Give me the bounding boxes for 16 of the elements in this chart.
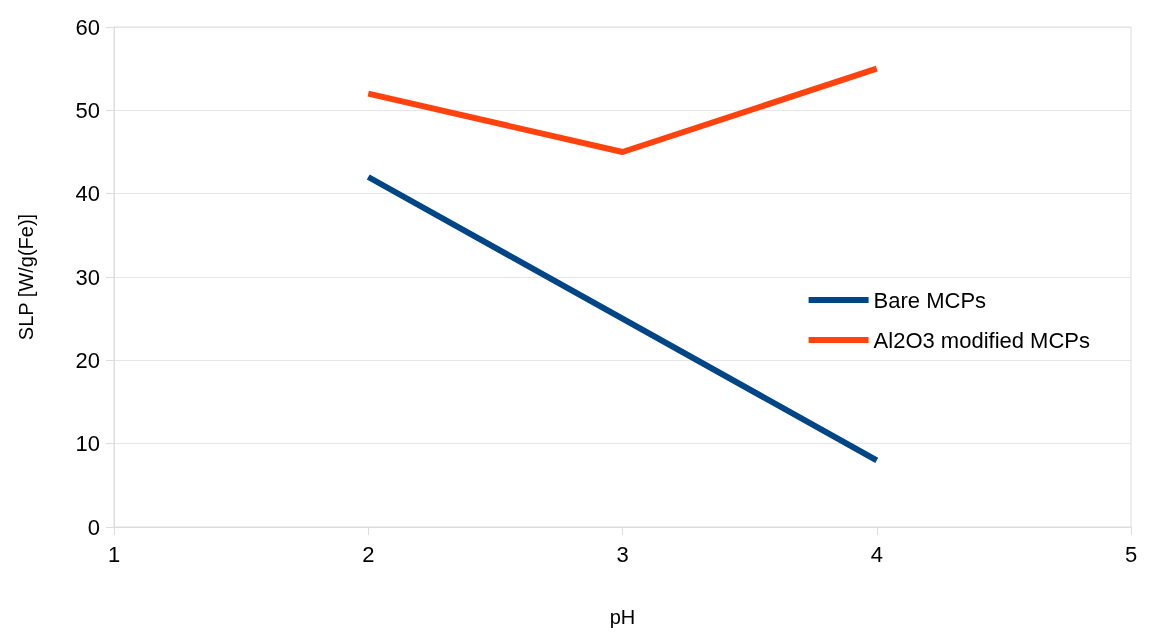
y-tick-label: 50 xyxy=(75,97,100,123)
x-axis-title: pH xyxy=(609,606,636,628)
x-tick-label: 5 xyxy=(1124,541,1138,567)
legend-label: Al2O3 modified MCPs xyxy=(873,327,1091,353)
x-tick-label: 4 xyxy=(870,541,883,567)
x-tick-label: 3 xyxy=(616,541,629,567)
y-tick-label: 0 xyxy=(87,514,100,540)
y-tick-label: 60 xyxy=(75,14,100,40)
y-tick-label: 40 xyxy=(75,181,100,207)
y-tick-label: 10 xyxy=(75,431,100,457)
y-axis-title: SLP [W/g(Fe)] xyxy=(15,213,37,341)
y-tick-label: 30 xyxy=(75,264,100,290)
x-tick-label: 2 xyxy=(362,541,375,567)
legend-label: Bare MCPs xyxy=(873,287,987,313)
x-tick-label: 1 xyxy=(107,541,121,567)
y-tick-label: 20 xyxy=(75,347,100,373)
